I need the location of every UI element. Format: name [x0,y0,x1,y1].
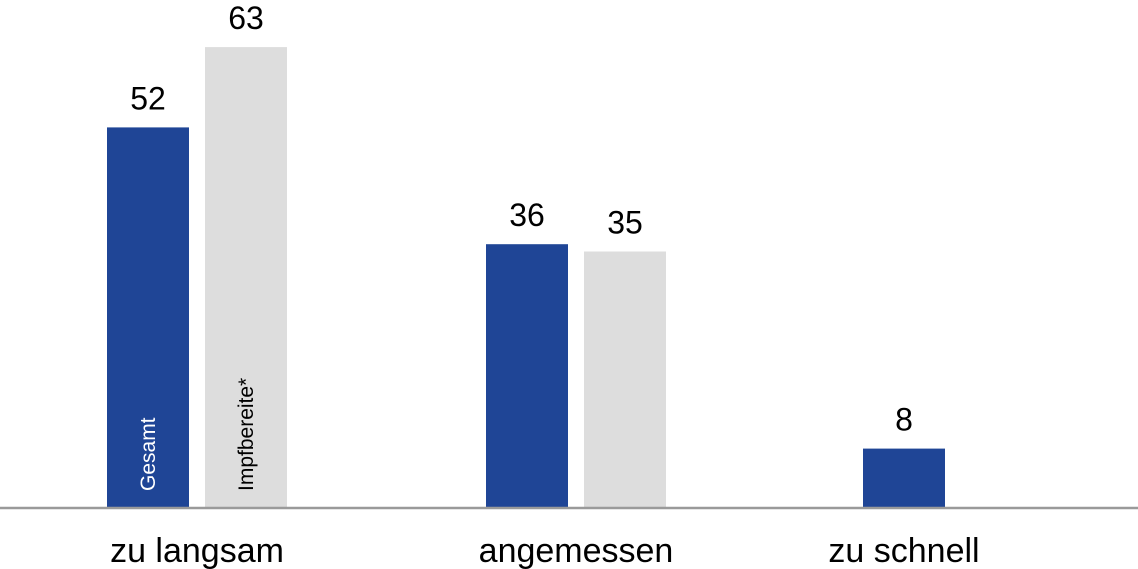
value-label-angemessen-impfbereite: 35 [607,205,643,241]
series-label-impfbereite: Impfbereite* [235,378,258,491]
bar-angemessen-gesamt [486,244,568,507]
value-label-zu-schnell-gesamt: 8 [895,402,913,438]
category-label-angemessen: angemessen [479,532,674,569]
value-label-angemessen-gesamt: 36 [509,197,545,233]
bar-angemessen-impfbereite [584,251,666,507]
value-label-zu-langsam-gesamt: 52 [130,80,166,116]
value-labels-group: 52 63 36 35 8 [130,0,913,438]
category-label-zu-langsam: zu langsam [110,532,284,569]
bars-group [107,47,945,508]
bar-zu-schnell-gesamt [863,448,945,507]
bar-zu-langsam-impfbereite [205,47,287,507]
bar-zu-langsam-gesamt [107,127,189,508]
value-label-zu-langsam-impfbereite: 63 [228,0,264,36]
series-label-gesamt: Gesamt [137,417,160,491]
category-label-zu-schnell: zu schnell [828,532,979,569]
category-labels-group: zu langsam angemessen zu schnell [110,532,980,569]
series-labels-group: Gesamt Impfbereite* [137,378,258,491]
